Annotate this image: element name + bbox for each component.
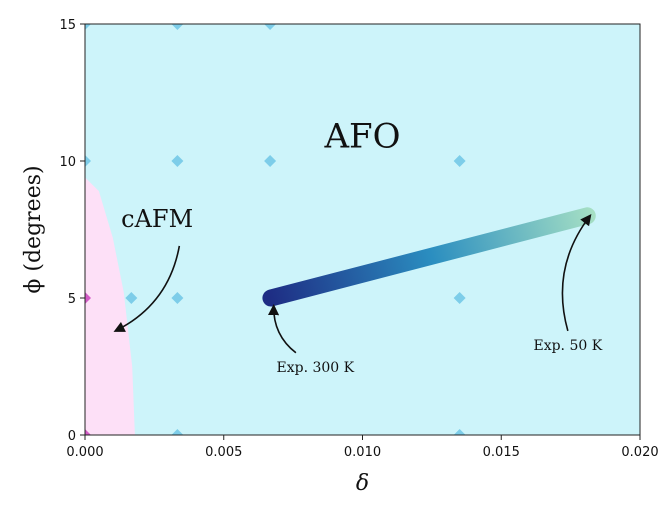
annotation-arrow: [113, 245, 181, 332]
experimental-path: [262, 207, 596, 307]
x-tick-label: 0.010: [344, 445, 381, 460]
x-tick-label: 0.015: [483, 445, 520, 460]
annotation-arrow: [561, 214, 592, 332]
data-points: [85, 24, 466, 435]
data-point-afo: [264, 155, 277, 167]
region-label: cAFM: [121, 205, 193, 233]
data-point-afo: [453, 292, 466, 304]
y-tick-label: 15: [59, 18, 76, 33]
x-axis-ticks: 0.000 0.005 0.010 0.015 0.020: [66, 435, 659, 460]
y-axis-label: ϕ (degrees): [21, 165, 46, 293]
x-tick-label: 0.005: [205, 445, 242, 460]
data-point-cafm: [85, 292, 91, 304]
data-point-afo: [125, 292, 138, 304]
data-point-afo: [453, 429, 466, 435]
annotation-label: Exp. 300 K: [277, 360, 355, 376]
annotation-arrows: [113, 214, 592, 354]
data-point-afo: [264, 24, 277, 30]
y-axis-ticks: 0 5 10 15: [59, 18, 85, 444]
x-tick-label: 0.020: [621, 445, 658, 460]
data-point-afo: [453, 155, 466, 167]
region-label: AFO: [323, 116, 400, 156]
y-tick-label: 0: [68, 429, 76, 444]
annotation-arrow: [267, 303, 297, 354]
data-point-afo: [171, 429, 184, 435]
x-tick-label: 0.000: [66, 445, 103, 460]
data-point-afo: [171, 24, 184, 30]
cafm-region: [85, 177, 135, 435]
data-point-afo: [85, 24, 91, 30]
annotation-labels: AFO cAFM Exp. 300 K Exp. 50 K: [121, 116, 603, 376]
x-axis-label: δ: [356, 471, 369, 496]
data-point-afo: [85, 155, 91, 167]
annotation-label: Exp. 50 K: [533, 338, 602, 354]
y-tick-label: 5: [68, 292, 76, 307]
data-point-cafm: [85, 429, 91, 435]
y-tick-label: 10: [59, 155, 76, 170]
data-point-afo: [171, 292, 184, 304]
data-point-afo: [171, 155, 184, 167]
